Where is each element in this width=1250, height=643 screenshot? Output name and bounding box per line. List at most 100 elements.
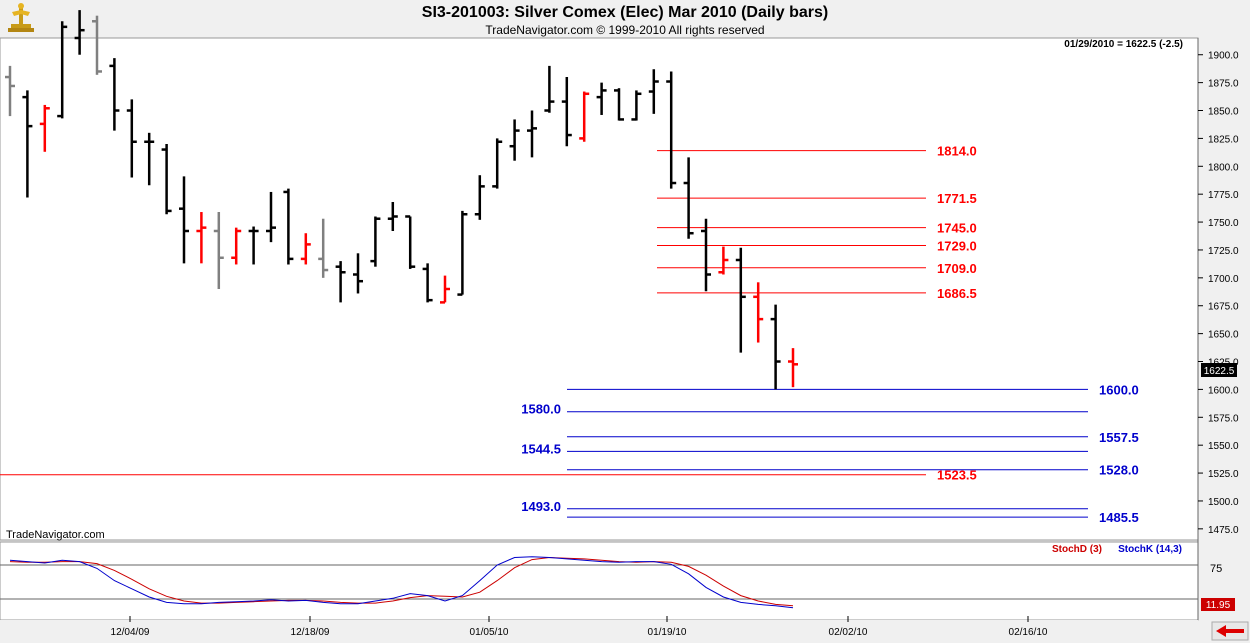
stochk-line [9, 556, 794, 609]
ohlc-bar [648, 69, 659, 114]
ohlc-bar [266, 191, 276, 243]
ytick-label: 1900.0 [1208, 51, 1239, 62]
xtick-label: 01/19/10 [648, 627, 687, 638]
ohlc-bar [614, 88, 624, 121]
ohlc-bar [770, 304, 781, 390]
stochd-line [9, 556, 794, 607]
ohlc-bar [457, 210, 468, 296]
ohlc-bar [579, 91, 590, 142]
ohlc-bar [370, 216, 381, 267]
ohlc-bar [22, 90, 33, 198]
ohlc-bar [544, 65, 555, 113]
ohlc-bar [335, 261, 346, 303]
ytick-label: 1500.0 [1208, 497, 1239, 508]
ohlc-bar [248, 226, 259, 265]
ohlc-bar [561, 77, 572, 147]
ohlc-bar [196, 212, 207, 264]
ohlc-bar [387, 201, 398, 231]
ohlc-bar [788, 348, 798, 388]
ohlc-bar [474, 175, 485, 220]
level-label: 1686.5 [937, 286, 977, 301]
xtick-label: 01/05/10 [470, 627, 509, 638]
level-label: 1709.0 [937, 261, 977, 276]
ytick-label: 1850.0 [1208, 107, 1239, 118]
scroll-right-arrow-icon[interactable] [1211, 621, 1249, 641]
ytick-label: 1825.0 [1208, 134, 1239, 145]
trade-navigator-logo-icon [8, 3, 34, 32]
ohlc-bar [666, 71, 677, 189]
ohlc-bar [353, 253, 363, 294]
chart-header: SI3-201003: Silver Comex (Elec) Mar 2010… [0, 0, 1250, 38]
ytick-label: 1700.0 [1208, 274, 1239, 285]
ohlc-bar [300, 233, 311, 265]
info-line: 01/29/2010 = 1622.5 (-2.5) [1064, 39, 1183, 50]
stochastic-panel [0, 541, 1199, 621]
ytick-label: 1800.0 [1208, 162, 1239, 173]
ohlc-bar [318, 218, 329, 278]
ohlc-bar [440, 275, 450, 304]
legend-stochd: StochD (3) [1052, 544, 1102, 555]
ytick-label: 1725.0 [1208, 246, 1239, 257]
ytick-label: 1775.0 [1208, 190, 1239, 201]
level-label: 1745.0 [937, 221, 977, 236]
ohlc-bar [509, 119, 520, 161]
price-panel [0, 37, 1199, 541]
stoch-ytick-75: 75 [1210, 563, 1222, 575]
ytick-label: 1750.0 [1208, 218, 1239, 229]
ohlc-bar [161, 143, 172, 215]
ohlc-bar [109, 58, 120, 131]
ohlc-bar [179, 176, 189, 264]
ohlc-bar [422, 263, 433, 303]
legend-stochk: StochK (14,3) [1118, 544, 1182, 555]
level-label: 1544.5 [521, 441, 561, 456]
level-label: 1493.0 [521, 499, 561, 514]
ytick-label: 1675.0 [1208, 302, 1239, 313]
watermark: TradeNavigator.com [6, 529, 105, 541]
xtick-label: 12/04/09 [111, 627, 150, 638]
xtick-label: 02/02/10 [829, 627, 868, 638]
ytick-label: 1600.0 [1208, 385, 1239, 396]
last-price-label: 1622.5 [1204, 366, 1235, 377]
ohlc-bar [492, 138, 503, 189]
ohlc-bar [701, 218, 711, 292]
ytick-label: 1650.0 [1208, 330, 1239, 341]
chart-title: SI3-201003: Silver Comex (Elec) Mar 2010… [421, 4, 829, 21]
ohlc-bar [92, 15, 102, 75]
ytick-label: 1550.0 [1208, 441, 1239, 452]
ohlc-bar [735, 247, 746, 353]
ohlc-bar [57, 21, 68, 119]
level-label: 1729.0 [937, 238, 977, 253]
ohlc-bar [631, 90, 642, 121]
level-label: 1485.5 [1099, 510, 1139, 525]
stoch-last-label: 11.95 [1206, 600, 1231, 611]
ohlc-bar [144, 132, 155, 186]
level-label: 1523.5 [937, 468, 977, 483]
level-label: 1600.0 [1099, 382, 1139, 397]
ytick-label: 1475.0 [1208, 525, 1239, 536]
ohlc-bar [283, 188, 294, 265]
level-label: 1580.0 [521, 402, 561, 417]
xtick-label: 12/18/09 [291, 627, 330, 638]
ohlc-bar [231, 227, 242, 265]
ytick-label: 1575.0 [1208, 413, 1239, 424]
ytick-label: 1525.0 [1208, 469, 1239, 480]
ohlc-bar [5, 65, 15, 117]
ohlc-bar [405, 215, 416, 269]
ohlc-bar [213, 212, 224, 289]
ohlc-bar [718, 246, 729, 275]
ohlc-bar [753, 282, 764, 343]
level-label: 1557.5 [1099, 430, 1139, 445]
chart-subtitle: TradeNavigator.com © 1999-2010 All right… [485, 23, 765, 37]
ohlc-bar [596, 82, 607, 115]
ohlc-bar [74, 10, 85, 55]
level-label: 1528.0 [1099, 463, 1139, 478]
ohlc-bar [527, 110, 537, 158]
xtick-label: 02/16/10 [1009, 627, 1048, 638]
x-axis-band [0, 620, 1198, 643]
ohlc-bar [126, 99, 137, 178]
ohlc-bar [39, 104, 50, 152]
level-label: 1771.5 [937, 191, 977, 206]
stoch-last-badge [1201, 598, 1235, 611]
last-price-badge [1201, 363, 1237, 377]
